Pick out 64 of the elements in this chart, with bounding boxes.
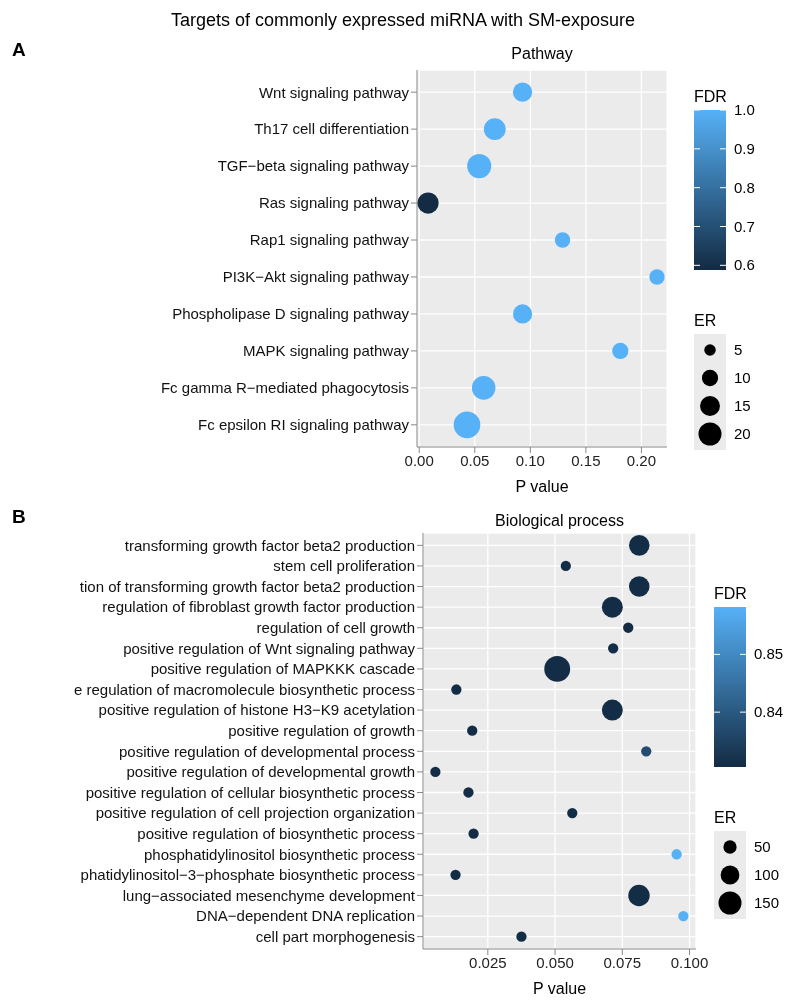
x-tick-label: 0.075	[603, 953, 642, 971]
y-tick-label: positive regulation of cellular biosynthetic process	[85, 783, 415, 801]
y-tick-label: transforming growth factor beta2 production	[124, 536, 415, 554]
y-tick-label: positive regulation of developmental process	[118, 742, 415, 760]
y-tick-label: positive regulation of cell projection organization	[95, 804, 415, 822]
y-tick-label: phosphatidylinositol biosynthetic process	[144, 845, 415, 863]
x-tick-label: 0.050	[536, 953, 574, 971]
color-bar-label: 1.0	[734, 101, 755, 118]
legend-label: 100	[754, 866, 780, 883]
legend-title: ER	[694, 312, 717, 329]
x-axis-title: P value	[515, 478, 569, 495]
legend-label: 10	[734, 369, 751, 386]
x-tick-label: 0.05	[460, 451, 490, 469]
legend-label: 15	[734, 397, 751, 414]
color-bar-label: 0.9	[734, 139, 755, 157]
color-bar-label: 0.84	[754, 703, 784, 721]
color-bar-label: 0.85	[754, 645, 784, 663]
x-tick-label: 0.100	[670, 953, 709, 971]
text: B	[12, 506, 26, 528]
y-tick-label: regulation of cell growth	[256, 619, 415, 637]
chart-subtitle: Pathway	[510, 45, 574, 63]
y-tick-label: Th17 cell differentiation	[254, 120, 409, 138]
color-bar-label: 0.6	[734, 256, 755, 274]
text: A	[12, 39, 26, 61]
y-tick-label: e regulation of macromolecule biosynthetic process	[73, 680, 415, 698]
y-tick-label: positive regulation of developmental growth	[126, 763, 415, 781]
y-tick-label: phatidylinositol−3−phosphate biosynthetic process	[80, 866, 415, 884]
x-tick-label: 0.20	[626, 451, 657, 469]
color-bar-label: 0.7	[734, 217, 755, 235]
legend-title: ER	[714, 809, 737, 826]
y-tick-label: lung−associated mesenchyme development	[122, 886, 416, 904]
y-tick-label: cell part morphogenesis	[255, 927, 415, 945]
y-tick-label: tion of transforming growth factor beta2 production	[79, 577, 415, 595]
y-tick-label: DNA−dependent DNA replication	[196, 907, 415, 925]
y-tick-label: MAPK signaling pathway	[243, 342, 410, 360]
x-tick-label: 0.15	[571, 451, 601, 469]
y-tick-label: regulation of fibroblast growth factor production	[102, 598, 415, 616]
y-tick-label: PI3K−Akt signaling pathway	[222, 268, 410, 286]
color-bar-title: FDR	[694, 88, 727, 105]
y-tick-label: Ras signaling pathway	[258, 194, 410, 212]
legend-label: 5	[734, 341, 743, 358]
legend-label: 50	[754, 838, 771, 855]
y-tick-label: positive regulation of histone H3−K9 acetylation	[98, 701, 415, 719]
y-tick-label: Wnt signaling pathway	[258, 83, 410, 101]
y-tick-label: positive regulation of MAPKKK cascade	[150, 660, 415, 678]
x-tick-label: 0.00	[404, 451, 434, 469]
x-tick-label: 0.025	[469, 953, 507, 971]
legend-label: 150	[754, 894, 780, 911]
chart-title: Biological process	[494, 512, 625, 530]
y-tick-label: Fc epsilon RI signaling pathway	[198, 416, 410, 434]
y-tick-label: Rap1 signaling pathway	[249, 231, 410, 249]
y-tick-label: positive regulation of growth	[228, 722, 415, 740]
color-bar-label: 0.8	[734, 178, 755, 196]
x-axis-title: P value	[532, 980, 587, 997]
y-tick-label: positive regulation of Wnt signaling pathway	[123, 639, 416, 657]
x-tick-label: 0.10	[515, 451, 545, 469]
y-tick-label: TGF−beta signaling pathway	[217, 157, 410, 175]
y-tick-label: Fc gamma R−mediated phagocytosis	[160, 379, 409, 397]
legend-label: 20	[734, 425, 751, 442]
y-tick-label: stem cell proliferation	[273, 557, 415, 575]
y-tick-label: positive regulation of biosynthetic process	[137, 825, 415, 842]
color-bar-title: FDR	[714, 585, 747, 602]
chart-title: Targets of commonly expressed miRNA with SM-exposure	[169, 10, 637, 31]
y-tick-label: Phospholipase D signaling pathway	[172, 305, 410, 323]
